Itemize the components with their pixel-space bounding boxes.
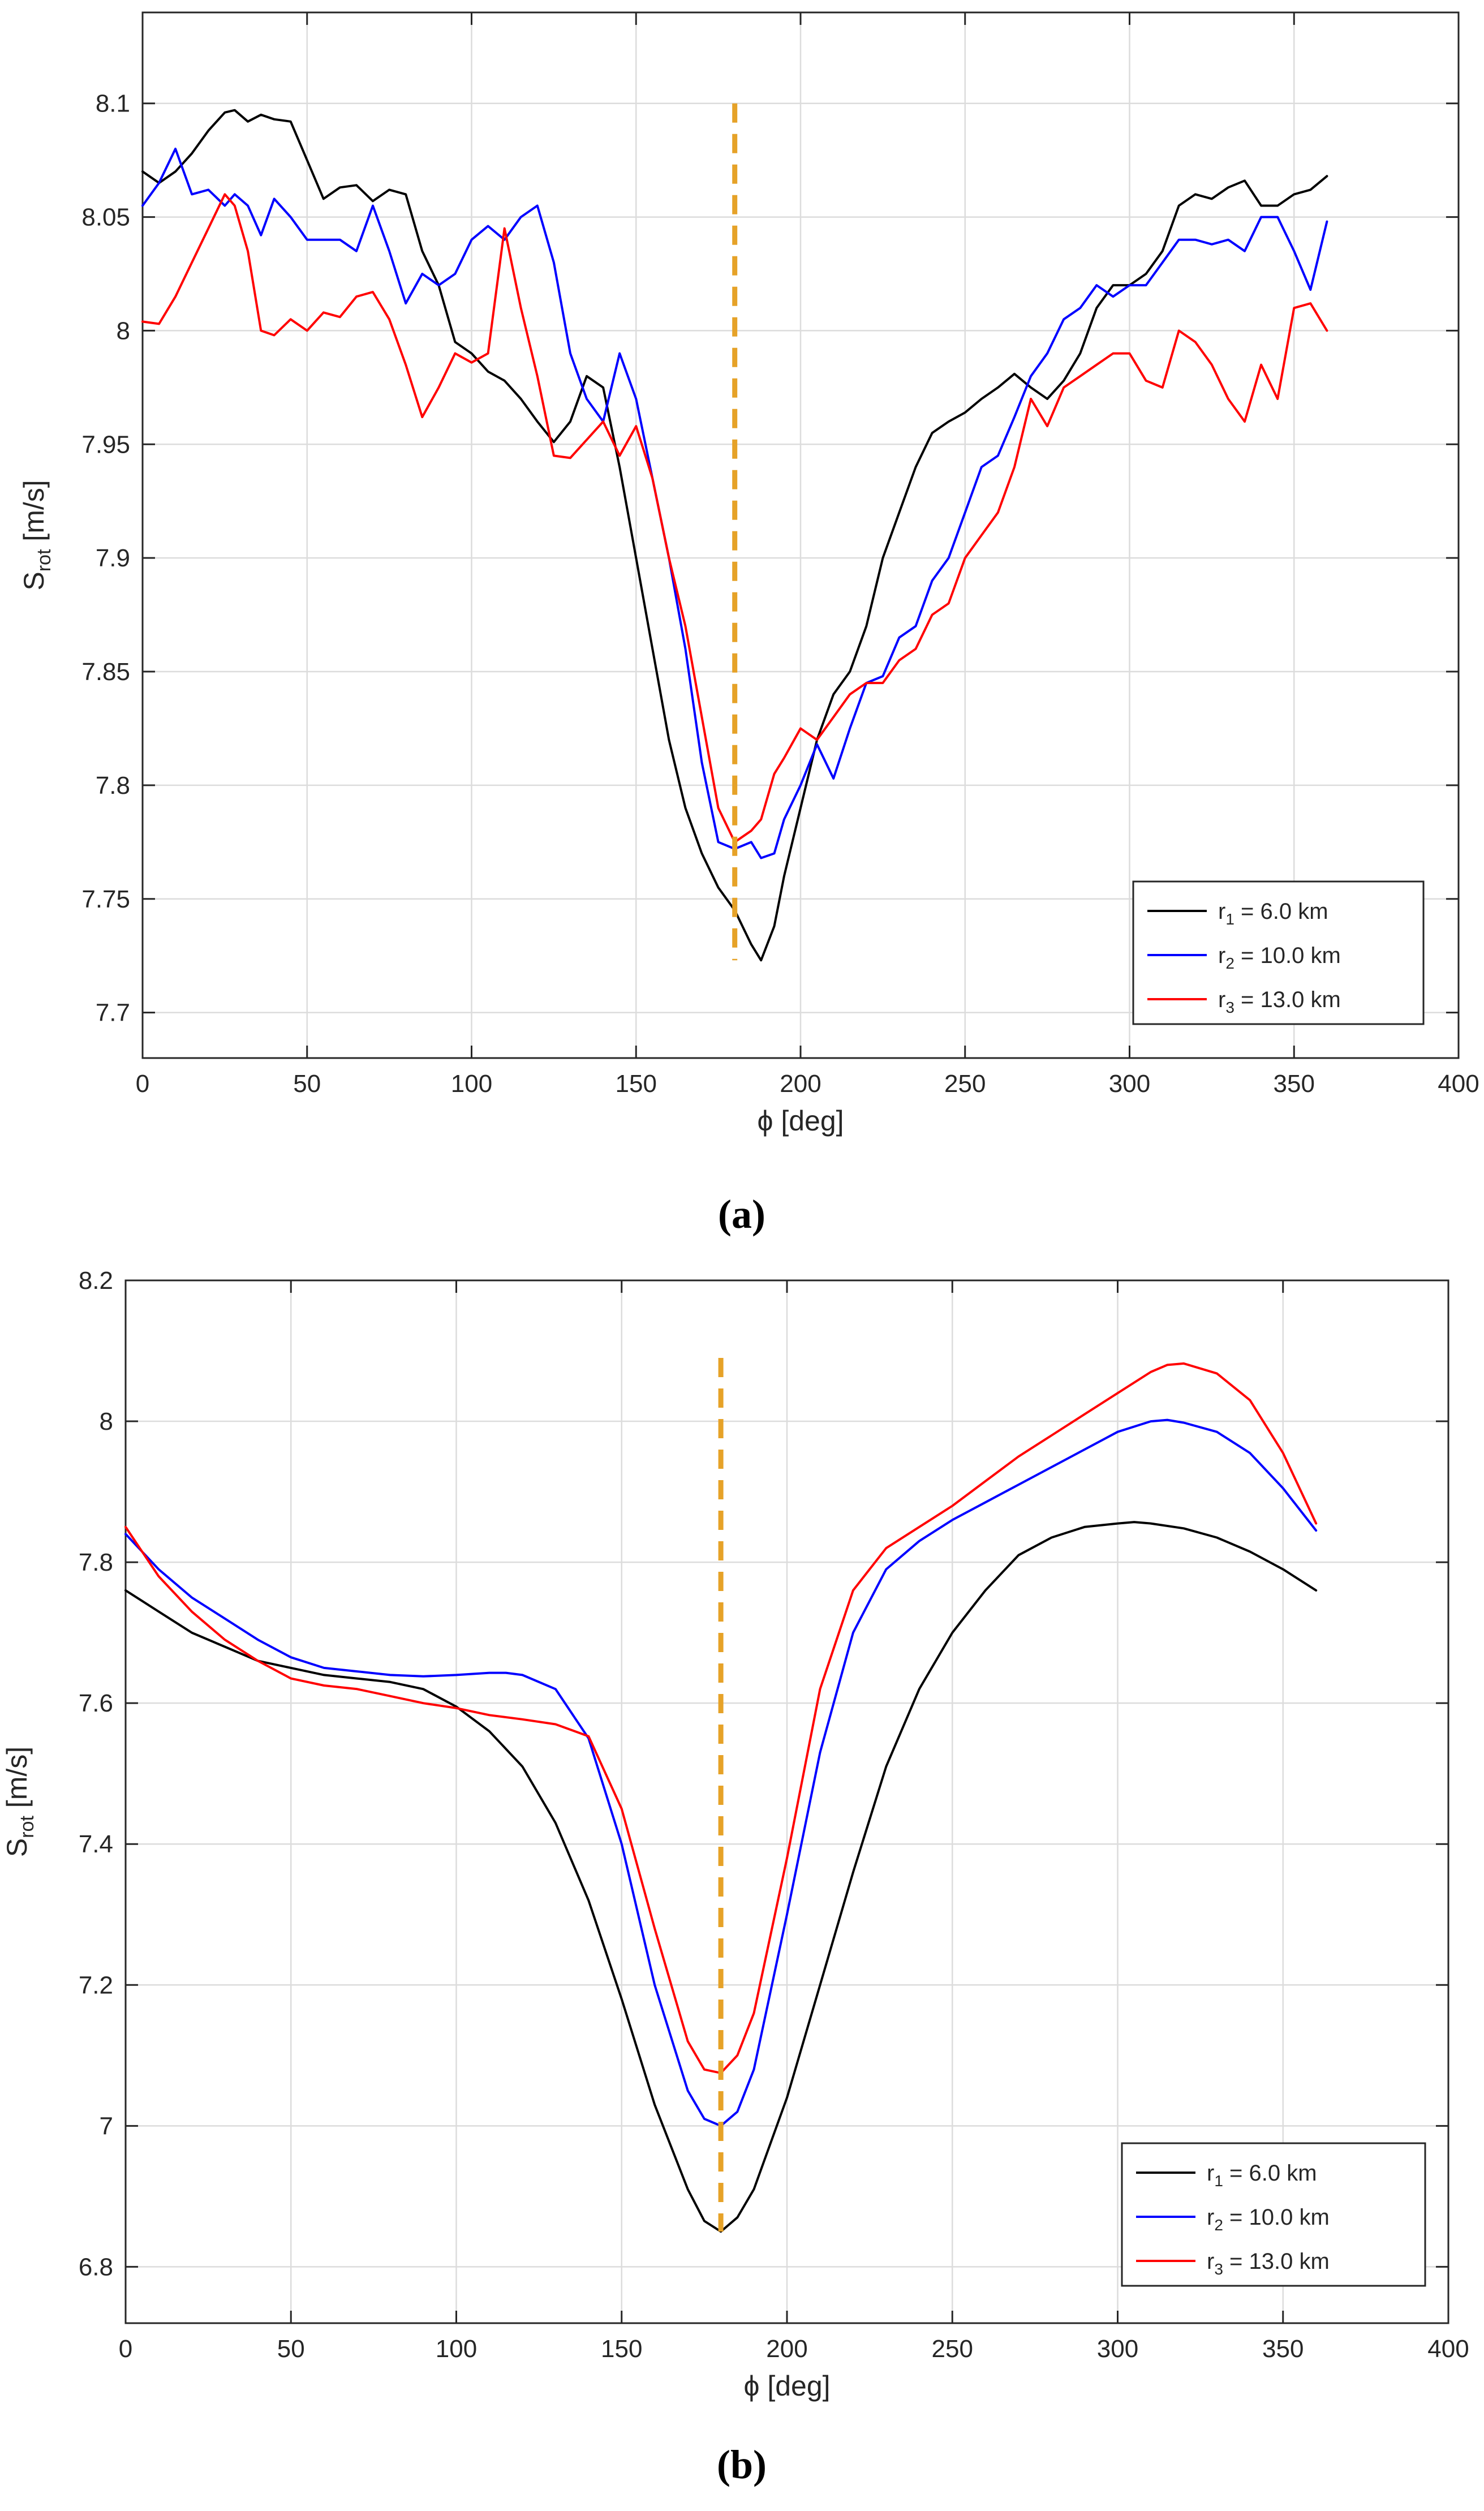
y-tick-label: 7.4 bbox=[79, 1830, 113, 1858]
x-tick-label: 200 bbox=[780, 1070, 821, 1098]
legend-entry-r2: r2 = 10.0 km bbox=[1207, 2205, 1330, 2234]
panel-caption: (b) bbox=[717, 2442, 767, 2487]
y-tick-label: 7.2 bbox=[79, 1971, 113, 1999]
y-tick-label: 7.75 bbox=[81, 885, 130, 913]
legend-box bbox=[1132, 880, 1425, 1025]
y-tick-label: 8.05 bbox=[81, 204, 130, 231]
x-tick-label: 300 bbox=[1097, 2335, 1138, 2363]
x-tick-label: 250 bbox=[944, 1070, 986, 1098]
legend-entry-r1: r1 = 6.0 km bbox=[1207, 2161, 1317, 2190]
x-tick-label: 0 bbox=[136, 1070, 149, 1098]
legend-entry-r3: r3 = 13.0 km bbox=[1218, 987, 1341, 1016]
legend: r1 = 6.0 km r2 = 10.0 km r3 = 13.0 km bbox=[1121, 2142, 1426, 2287]
y-tick-label: 7.7 bbox=[96, 999, 130, 1027]
series-line-r3 bbox=[124, 1362, 1318, 2074]
chart-panel-b: 0 50 100 150 200 250 300 350 400 6.8 7 7.2 7.4 7.6 7.8… bbox=[1, 1267, 1469, 2487]
x-tick-label: 100 bbox=[451, 1070, 492, 1098]
x-tick-label: 50 bbox=[293, 1070, 321, 1098]
x-tick-label: 250 bbox=[932, 2335, 973, 2363]
y-tick-label: 7.6 bbox=[79, 1689, 113, 1717]
x-axis-label: ϕ [deg] bbox=[743, 2370, 830, 2402]
x-tick-label: 150 bbox=[601, 2335, 642, 2363]
legend-entry-r2: r2 = 10.0 km bbox=[1218, 943, 1341, 972]
x-tick-label: 200 bbox=[766, 2335, 807, 2363]
x-tick-label: 400 bbox=[1438, 1070, 1479, 1098]
legend: r1 = 6.0 km r2 = 10.0 km r3 = 13.0 km bbox=[1132, 880, 1425, 1025]
y-tick-label: 8 bbox=[100, 1408, 113, 1435]
x-tick-label: 350 bbox=[1262, 2335, 1304, 2363]
legend-entry-r1: r1 = 6.0 km bbox=[1218, 899, 1328, 928]
x-axis-label: ϕ [deg] bbox=[757, 1105, 844, 1137]
y-tick-label: 7.8 bbox=[79, 1549, 113, 1576]
y-tick-label: 7 bbox=[100, 2112, 113, 2140]
y-axis-label: Srot [m/s] bbox=[1, 1747, 38, 1857]
y-tick-label: 7.9 bbox=[96, 544, 130, 572]
x-tick-label: 350 bbox=[1274, 1070, 1315, 1098]
y-tick-label: 8.1 bbox=[96, 90, 130, 118]
x-tick-label: 100 bbox=[436, 2335, 477, 2363]
x-tick-label: 400 bbox=[1427, 2335, 1469, 2363]
x-tick-label: 50 bbox=[277, 2335, 305, 2363]
y-tick-label: 8 bbox=[117, 317, 130, 345]
series-line-r1 bbox=[124, 1521, 1318, 2233]
y-tick-label: 7.8 bbox=[96, 772, 130, 799]
y-tick-label: 6.8 bbox=[79, 2253, 113, 2281]
y-tick-label: 8.2 bbox=[79, 1267, 113, 1295]
y-tick-label: 7.95 bbox=[81, 431, 130, 458]
y-tick-label: 7.85 bbox=[81, 658, 130, 686]
legend-entry-r3: r3 = 13.0 km bbox=[1207, 2249, 1330, 2278]
panel-caption: (a) bbox=[718, 1192, 765, 1237]
chart-panel-a: 0 50 100 150 200 250 300 350 400 7.7 7.75 7.8 7.85 7.… bbox=[18, 11, 1479, 1237]
y-axis-label: Srot [m/s] bbox=[18, 480, 55, 590]
x-tick-label: 0 bbox=[119, 2335, 132, 2363]
x-tick-label: 300 bbox=[1109, 1070, 1150, 1098]
x-tick-label: 150 bbox=[616, 1070, 657, 1098]
